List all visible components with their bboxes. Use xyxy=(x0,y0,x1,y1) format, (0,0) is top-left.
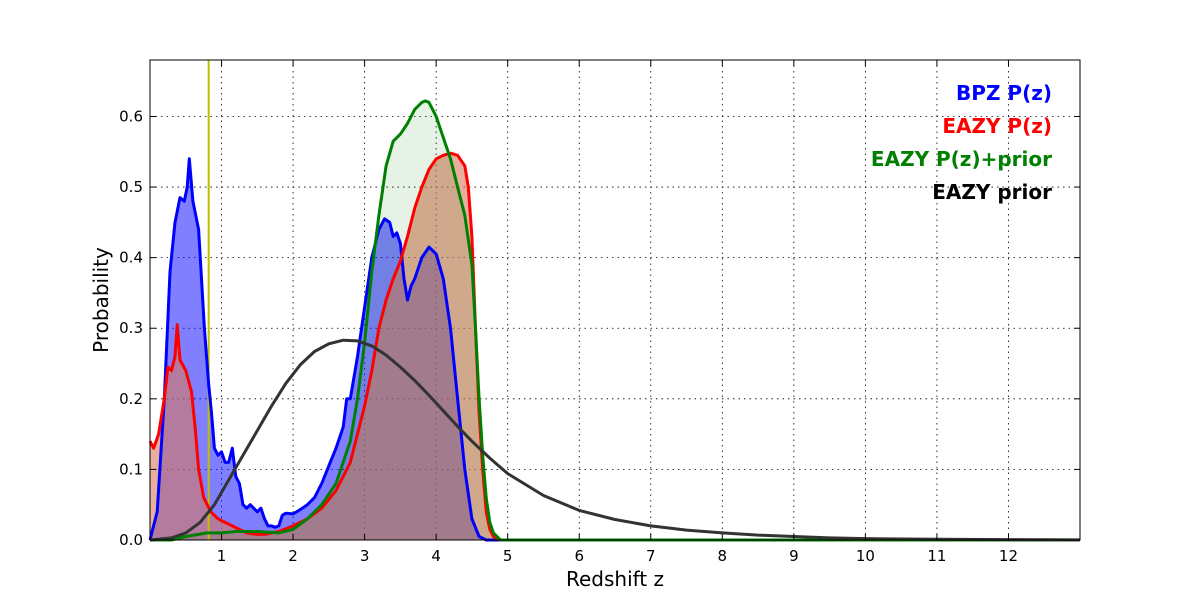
series-line-1 xyxy=(148,151,1080,542)
x-axis-label: Redshift z xyxy=(566,567,664,591)
y-tick-label: 0.3 xyxy=(119,319,143,337)
legend-entry: EAZY prior xyxy=(932,180,1052,204)
x-tick-label: 4 xyxy=(431,547,441,565)
y-tick-label: 0.4 xyxy=(119,249,143,267)
legend: BPZ P(z) EAZY P(z) EAZY P(z)+prior EAZY pri… xyxy=(871,81,1052,204)
plot-frame xyxy=(149,59,1081,541)
legend-entry: BPZ P(z) xyxy=(956,81,1052,105)
y-tick-label: 0.5 xyxy=(119,178,143,196)
legend-entry: EAZY P(z)+prior xyxy=(871,147,1052,171)
y-tick-label: 0.1 xyxy=(119,460,143,478)
x-tick-label: 9 xyxy=(789,547,799,565)
x-tick-label: 7 xyxy=(646,547,656,565)
series-line-3 xyxy=(149,338,1081,542)
grid-lines xyxy=(150,60,1080,541)
x-tick-label: 6 xyxy=(574,547,584,565)
x-tick-label: 10 xyxy=(856,547,875,565)
x-tick-label: 11 xyxy=(927,547,946,565)
y-tick-label: 0.0 xyxy=(119,531,143,549)
series-fill-2 xyxy=(150,100,1080,541)
series-fill-1 xyxy=(150,153,1080,540)
y-tick-label: 0.6 xyxy=(119,107,143,125)
legend-entry: EAZY P(z) xyxy=(942,114,1052,138)
x-tick-label: 3 xyxy=(360,547,370,565)
x-tick-label: 8 xyxy=(718,547,728,565)
series-lines xyxy=(148,99,1081,542)
x-tick-label: 1 xyxy=(217,547,227,565)
x-tick-label: 12 xyxy=(999,547,1018,565)
x-tick-label: 5 xyxy=(503,547,513,565)
series-fill-0 xyxy=(150,158,1080,541)
x-tick-label: 2 xyxy=(288,547,298,565)
series-fills xyxy=(150,100,1080,541)
series-line-2 xyxy=(150,99,1080,542)
y-axis-label: Probability xyxy=(89,247,113,353)
axis-ticks: 1 2 3 4 5 6 7 8 9 10 11 120.00.10.20.30.40.50.6 xyxy=(119,60,1080,565)
y-tick-label: 0.2 xyxy=(119,390,143,408)
series-line-0 xyxy=(148,157,1080,542)
